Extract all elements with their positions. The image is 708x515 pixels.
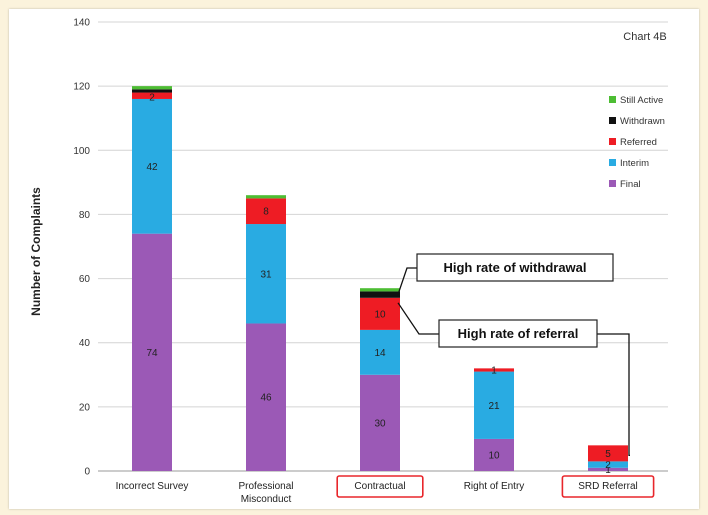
x-tick-label: Professional	[238, 481, 293, 492]
callout-line	[397, 302, 439, 335]
legend-label: Still Active	[620, 95, 663, 106]
legend-swatch	[609, 117, 616, 124]
data-label: 1	[491, 365, 497, 376]
bar-segment-referred	[588, 445, 628, 462]
y-tick-label: 100	[73, 146, 90, 157]
data-label: 2	[149, 93, 155, 104]
stacked-bar-chart: 0 20 40 60 80 100 120 140 Number of Complaints 74…	[29, 18, 668, 505]
x-tick-label: Right of Entry	[464, 481, 525, 492]
bar-segment-interim	[360, 329, 400, 375]
y-tick-label: 40	[79, 338, 91, 349]
data-label: 2	[605, 460, 611, 471]
legend-label: Final	[620, 179, 641, 190]
y-tick-label: 80	[79, 210, 91, 221]
y-tick-label: 20	[79, 402, 91, 413]
legend-swatch	[609, 159, 616, 166]
legend-label: Referred	[620, 137, 657, 148]
data-label: 31	[260, 269, 272, 280]
data-label: 5	[605, 449, 611, 460]
y-axis-label: Number of Complaints	[29, 187, 43, 316]
bar-segment-withdrawn	[360, 291, 400, 298]
bar-segment-final	[588, 467, 628, 471]
bar-segment-still-active	[246, 195, 286, 199]
bar-segment-referred	[474, 368, 514, 372]
x-tick-label: Incorrect Survey	[116, 481, 189, 492]
bar-segment-referred	[132, 92, 172, 99]
data-label: 74	[146, 348, 158, 359]
callout-withdrawal: High rate of withdrawal	[443, 260, 586, 275]
data-label: 21	[488, 401, 500, 412]
data-label: 10	[374, 309, 386, 320]
callout-line	[597, 333, 630, 457]
bar-segment-final	[246, 323, 286, 471]
bar-segment-interim	[474, 371, 514, 439]
highlight-box	[561, 475, 655, 498]
legend-swatch	[609, 138, 616, 145]
bar-segment-final	[132, 233, 172, 471]
chart-frame: 0 20 40 60 80 100 120 140 Number of Complaints 74…	[9, 9, 699, 509]
legend-swatch	[609, 180, 616, 187]
callout-line	[397, 267, 417, 295]
chart-tag: Chart 4B	[623, 31, 666, 43]
data-label: 8	[263, 207, 269, 218]
legend-label: Withdrawn	[620, 116, 665, 127]
data-label: 42	[146, 162, 158, 173]
bar-segment-final	[360, 374, 400, 471]
x-tick-label: Misconduct	[241, 494, 292, 505]
callout-referral: High rate of referral	[458, 326, 579, 341]
y-tick-label: 60	[79, 274, 91, 285]
y-tick-label: 120	[73, 82, 90, 93]
bar-segment-still-active	[360, 288, 400, 292]
y-tick-label: 140	[73, 18, 90, 29]
bar-segment-still-active	[132, 86, 172, 90]
callout-box	[416, 253, 614, 282]
x-tick-label: Contractual	[354, 481, 405, 492]
y-tick-label: 0	[84, 467, 90, 478]
bar-segment-interim	[132, 98, 172, 234]
bar-segment-final	[474, 438, 514, 471]
data-label: 1	[605, 465, 611, 476]
data-label: 46	[260, 393, 272, 404]
callout-box	[438, 319, 598, 348]
bar-segment-interim	[588, 461, 628, 468]
legend-swatch	[609, 96, 616, 103]
highlight-box	[336, 475, 424, 498]
bar-segment-referred	[360, 297, 400, 330]
data-label: 10	[488, 450, 500, 461]
bar-segment-referred	[246, 198, 286, 225]
bar-segment-interim	[246, 224, 286, 324]
bar-segment-withdrawn	[132, 89, 172, 93]
x-tick-label: SRD Referral	[578, 481, 637, 492]
legend-label: Interim	[620, 158, 649, 169]
data-label: 14	[374, 348, 386, 359]
data-label: 30	[374, 418, 386, 429]
